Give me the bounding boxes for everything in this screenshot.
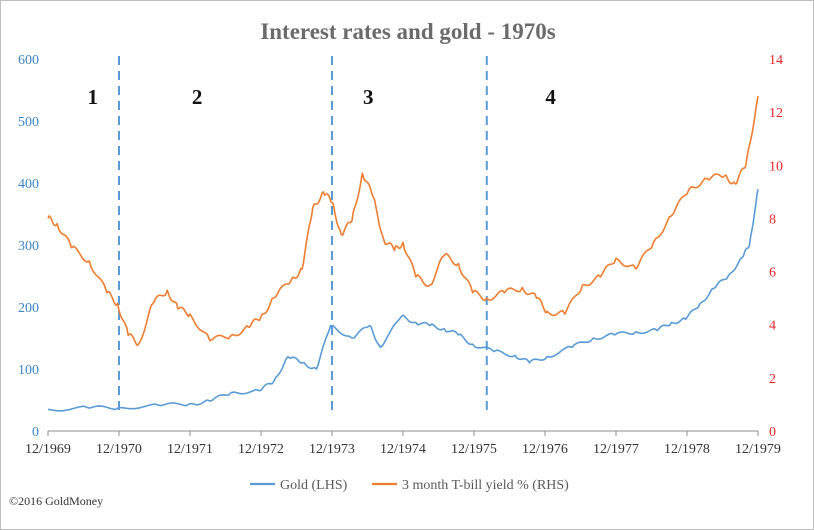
x-tick-label: 12/1976 [522,442,568,457]
x-tick-label: 12/1969 [25,442,71,457]
x-tick-label: 12/1979 [735,442,781,457]
x-tick-label: 12/1970 [96,442,142,457]
y-right-tick-label: 0 [769,425,776,440]
period-labels: 1 2 3 4 [87,85,556,109]
legend-label: 3 month T-bill yield % (RHS) [402,478,569,493]
x-tick-label: 12/1972 [238,442,284,457]
y-right-tick-label: 10 [769,159,783,174]
x-tick-label: 12/1974 [380,442,426,457]
period-label: 1 [87,85,98,109]
y-left-tick-label: 300 [18,239,39,254]
period-label: 3 [363,85,374,109]
x-tick-label: 12/1973 [309,442,355,457]
y-right-tick-label: 8 [769,212,776,227]
x-tick-label: 12/1975 [451,442,497,457]
period-dividers [118,56,488,415]
period-label: 4 [545,85,556,109]
legend-label: Gold (LHS) [280,478,348,493]
plot-area [47,96,759,412]
y-left-tick-label: 600 [18,53,39,68]
y-right-tick-label: 4 [769,319,776,334]
y-left-tick-label: 100 [18,363,39,378]
x-tick-label: 12/1977 [593,442,639,457]
y-left-tick-label: 200 [18,301,39,316]
copyright-text: ©2016 GoldMoney [9,494,103,508]
x-tick-label: 12/1978 [664,442,710,457]
gold-series-line [47,189,759,412]
period-label: 2 [192,85,203,109]
legend: Gold (LHS) 3 month T-bill yield % (RHS) [250,478,569,493]
axes: 12/1969 12/1970 12/1971 12/1972 12/1973 12/19… [18,53,783,457]
y-left-tick-label: 500 [18,115,39,130]
y-left-tick-label: 0 [32,425,39,440]
chart-title: Interest rates and gold - 1970s [260,19,555,44]
x-tick-label: 12/1971 [167,442,213,457]
y-right-tick-label: 6 [769,266,776,281]
y-right-tick-label: 14 [769,53,783,68]
tbill-series-line [47,96,759,347]
y-right-tick-label: 12 [769,106,783,121]
y-left-tick-label: 400 [18,177,39,192]
y-right-tick-label: 2 [769,372,776,387]
